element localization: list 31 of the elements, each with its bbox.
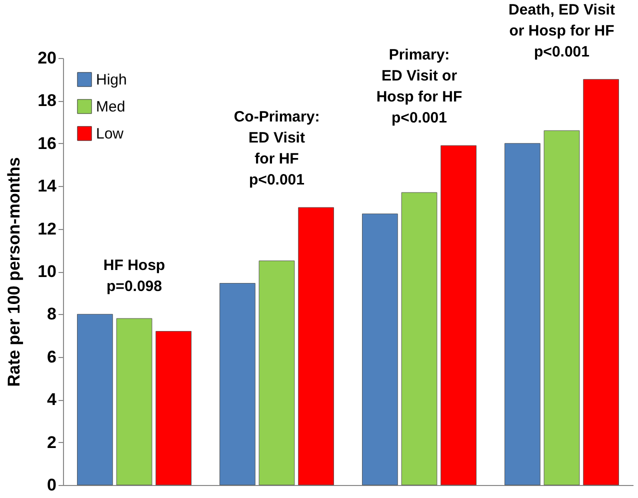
- bar: [544, 130, 580, 486]
- legend-label: High: [96, 72, 127, 88]
- legend-label: Med: [96, 98, 126, 116]
- bar: [401, 192, 438, 486]
- y-tick-label: 12: [38, 219, 56, 238]
- y-axis-title: Rate per 100 person-months: [4, 157, 24, 387]
- y-tick-label: 2: [47, 432, 56, 452]
- bar: [440, 145, 476, 486]
- y-tick-label: 4: [47, 390, 58, 410]
- bar: [156, 331, 192, 486]
- bar: [504, 143, 540, 486]
- bar: [362, 214, 398, 486]
- bar: [258, 260, 295, 486]
- annotation: Death, ED Visit or Hosp for HF p<0.001: [508, 1, 615, 60]
- bar: [116, 318, 152, 486]
- bar: [220, 282, 256, 486]
- bar: [583, 79, 619, 486]
- y-tick-label: 0: [47, 476, 56, 494]
- y-tick-label: 18: [38, 91, 56, 110]
- y-tick-label: 10: [38, 262, 56, 281]
- annotation: Primary: ED Visit or Hosp for HF p<0.001: [376, 46, 462, 127]
- bar: [298, 207, 334, 486]
- annotation: HF Hosp p=0.098: [103, 257, 166, 296]
- y-tick-label: 20: [38, 48, 56, 68]
- annotation: Co-Primary: ED Visit for HF p<0.001: [234, 108, 320, 188]
- y-tick-label: 14: [38, 176, 58, 196]
- y-tick-label: 16: [38, 134, 56, 153]
- y-tick-label: 6: [47, 347, 56, 366]
- y-tick-label: 8: [47, 304, 56, 324]
- bar: [77, 314, 113, 486]
- legend-label: Low: [96, 126, 124, 142]
